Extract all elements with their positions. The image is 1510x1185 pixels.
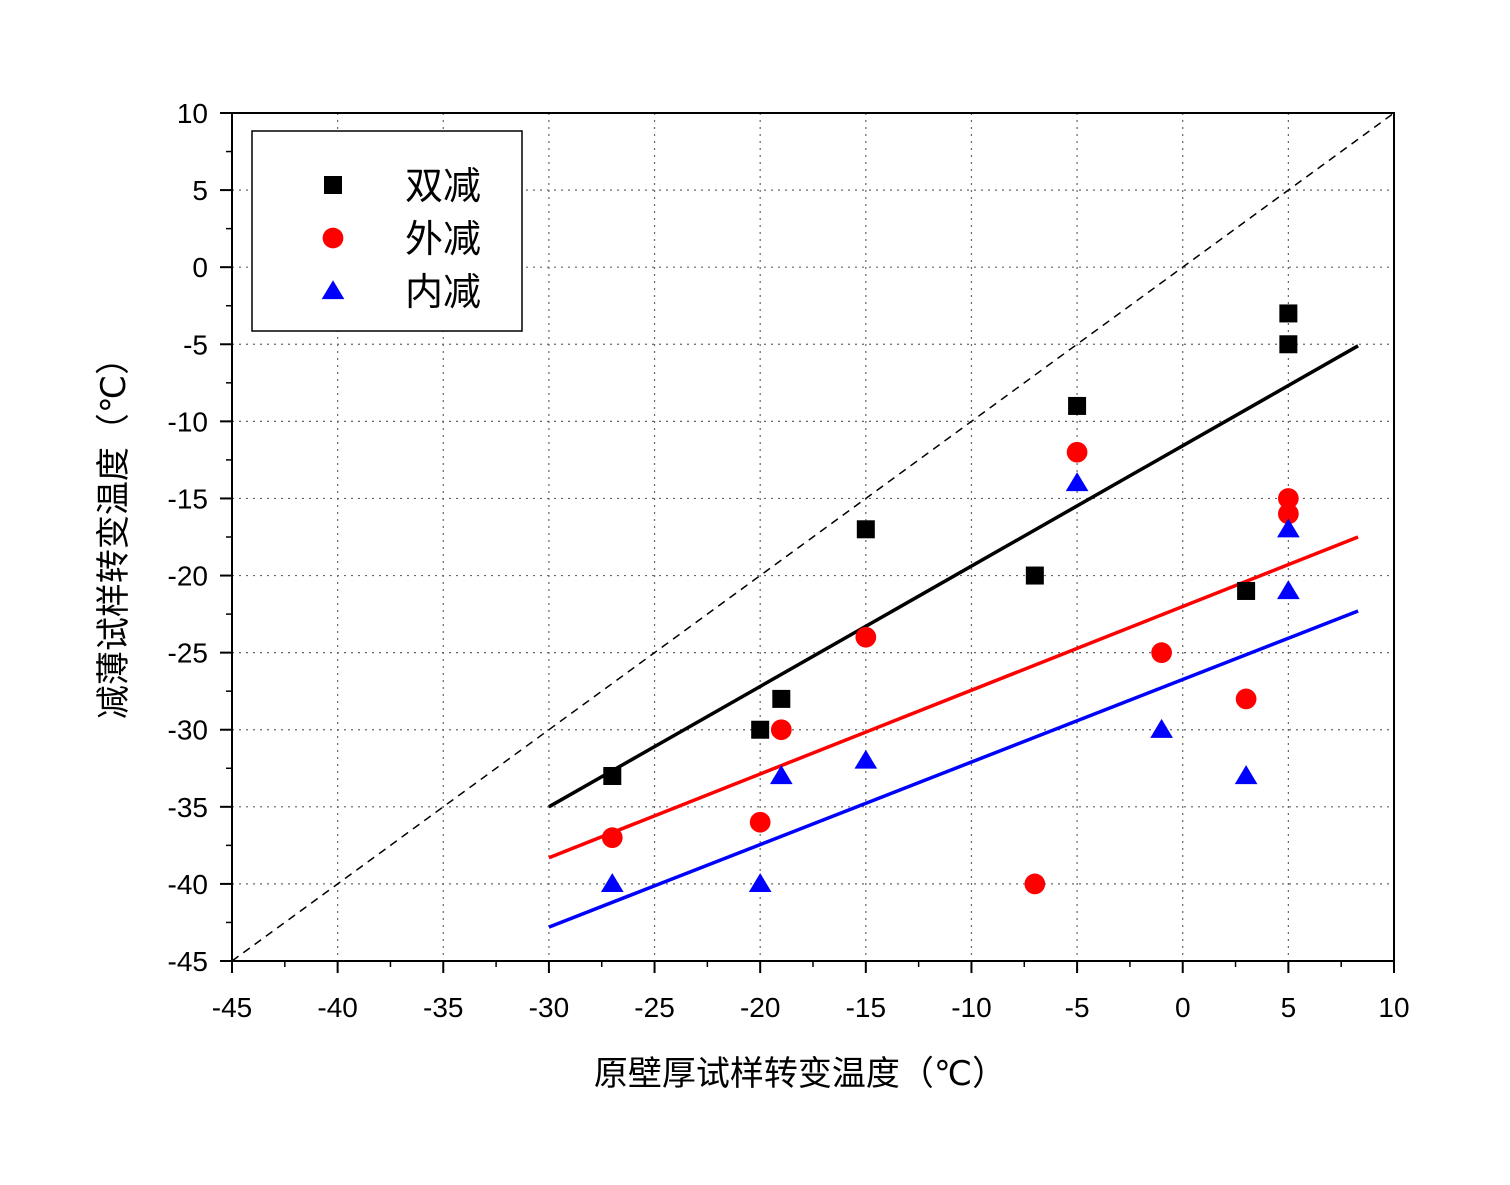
data-point xyxy=(1237,581,1256,600)
legend-marker xyxy=(324,176,342,194)
data-point xyxy=(856,520,875,539)
legend-label: 双减 xyxy=(405,164,481,208)
data-point xyxy=(1278,503,1299,525)
fit-line xyxy=(548,609,1359,929)
diagonal-reference-line xyxy=(231,112,1395,962)
data-point xyxy=(1279,304,1298,323)
data-point xyxy=(1277,518,1300,538)
data-point xyxy=(751,720,770,739)
legend-marker xyxy=(321,280,345,300)
data-points xyxy=(600,304,1300,895)
y-tick-label: -35 xyxy=(168,792,208,823)
y-tick-label: -40 xyxy=(168,869,208,900)
data-point xyxy=(769,765,793,785)
y-tick-label: -30 xyxy=(168,715,208,746)
y-axis-title: 减薄试样转变温度（℃） xyxy=(94,341,134,719)
data-point xyxy=(854,749,878,769)
legend-label: 外减 xyxy=(405,217,481,261)
y-tick-label: -20 xyxy=(168,561,208,592)
y-tick-label: 10 xyxy=(177,98,208,129)
data-point xyxy=(1279,335,1298,354)
y-tick-label: 5 xyxy=(192,175,208,206)
data-point xyxy=(1068,396,1087,415)
y-tick-label: -25 xyxy=(168,638,208,669)
x-tick-label: 10 xyxy=(1378,992,1409,1023)
fit-lines xyxy=(548,344,1359,929)
x-tick-label: -20 xyxy=(740,992,780,1023)
data-point xyxy=(748,873,772,893)
x-tick-label: -30 xyxy=(529,992,569,1023)
legend-marker xyxy=(322,227,344,249)
grid-lines xyxy=(232,113,1394,961)
y-tick-label: -15 xyxy=(168,483,208,514)
axis-ticks xyxy=(220,112,1395,973)
data-point xyxy=(1065,472,1089,492)
data-point xyxy=(772,689,791,708)
y-tick-label: 0 xyxy=(192,252,208,283)
x-tick-label: -40 xyxy=(317,992,357,1023)
fit-line xyxy=(548,535,1359,860)
data-point xyxy=(603,766,622,785)
data-point xyxy=(1025,566,1044,585)
data-point xyxy=(600,873,624,893)
data-point xyxy=(1066,441,1088,463)
fit-line xyxy=(548,344,1359,809)
y-tick-label: -5 xyxy=(183,329,208,360)
data-point xyxy=(1277,580,1300,600)
y-tick-label: -10 xyxy=(168,406,208,437)
x-tick-label: 5 xyxy=(1281,992,1297,1023)
tick-labels: -45 -40 -35 -30 -25 -20 -15 -10 -5 0 5 10 10 5 0 -5 -10 -… xyxy=(168,98,1410,1023)
x-tick-label: -15 xyxy=(846,992,886,1023)
data-point xyxy=(1151,642,1172,663)
legend-box xyxy=(251,130,523,332)
x-tick-label: -25 xyxy=(634,992,674,1023)
data-point xyxy=(1278,488,1299,509)
data-point xyxy=(1024,873,1046,895)
x-tick-label: -10 xyxy=(951,992,991,1023)
x-axis-title: 原壁厚试样转变温度（℃） xyxy=(594,1054,1006,1094)
data-point xyxy=(855,626,877,648)
diagonal-reference xyxy=(231,112,1395,962)
legend-label: 内减 xyxy=(405,270,481,314)
data-point xyxy=(770,719,792,741)
data-point xyxy=(749,811,771,833)
y-tick-label: -45 xyxy=(168,946,208,977)
x-tick-label: -5 xyxy=(1065,992,1090,1023)
x-tick-label: -45 xyxy=(212,992,252,1023)
x-tick-label: -35 xyxy=(423,992,463,1023)
data-point xyxy=(1235,688,1257,710)
x-tick-label: 0 xyxy=(1175,992,1191,1023)
data-point xyxy=(601,827,623,849)
data-point xyxy=(1150,718,1173,738)
data-point xyxy=(1234,765,1258,785)
